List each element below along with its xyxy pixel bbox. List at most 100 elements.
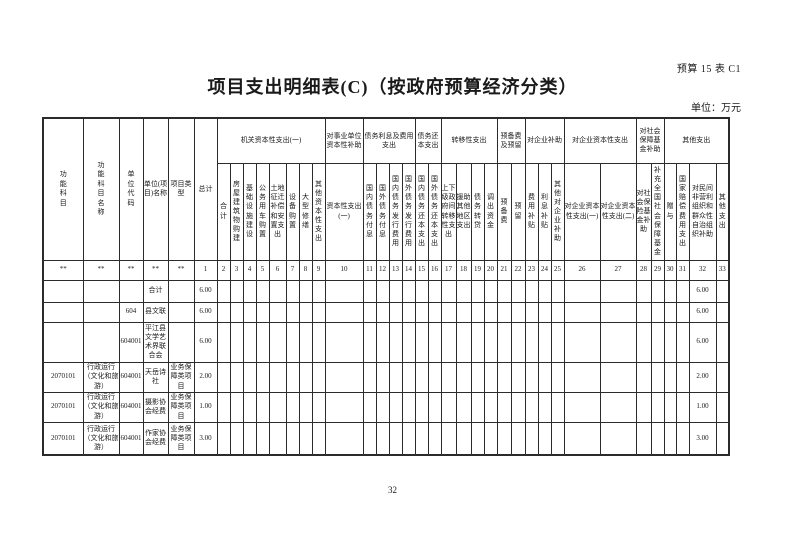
data-cell	[635, 321, 652, 363]
total-cell: 6.00	[193, 301, 218, 323]
data-cell	[362, 421, 377, 456]
col-header-cell: 调出资金	[483, 162, 498, 261]
data-cell	[470, 321, 485, 363]
col-header-cell: 基础设施建设	[242, 162, 257, 261]
col-code-cell: 21	[496, 259, 512, 281]
col-header-cell: 对企业资本性支出(一)	[563, 162, 601, 261]
data-cell	[298, 279, 313, 303]
data-cell	[375, 321, 390, 363]
data-cell	[375, 391, 390, 423]
data-cell	[440, 279, 457, 303]
data-cell	[427, 279, 442, 303]
data-cell	[388, 391, 403, 423]
data-cell	[440, 421, 457, 456]
data-cell	[650, 391, 665, 423]
data-cell	[483, 391, 498, 423]
col-header-cell: 债务转贷	[470, 162, 485, 261]
data-cell	[510, 301, 526, 323]
data-cell	[401, 321, 416, 363]
data-cell	[537, 301, 552, 323]
left-header-cell: 项目类型	[167, 117, 195, 261]
group-header-cell: 预备费及预留	[496, 117, 526, 164]
col-code-cell: 1	[193, 259, 218, 281]
data-cell	[563, 321, 601, 363]
data-cell	[216, 421, 231, 456]
data-cell	[242, 421, 257, 456]
data-cell	[268, 391, 287, 423]
data-cell	[388, 279, 403, 303]
data-cell	[362, 361, 377, 393]
data-cell	[324, 361, 364, 393]
data-cell	[470, 421, 485, 456]
data-cell	[298, 301, 313, 323]
table-row: 604 县文联 6.00 6.00	[42, 301, 730, 323]
data-cell	[440, 301, 457, 323]
data-cell	[635, 301, 652, 323]
data-cell	[663, 321, 677, 363]
data-cell	[324, 421, 364, 456]
data-cell	[414, 321, 429, 363]
data-cell: 2.00	[688, 361, 717, 393]
data-cell	[635, 391, 652, 423]
data-cell	[675, 301, 690, 323]
data-cell	[255, 361, 270, 393]
col-code-cell: 32	[688, 259, 717, 281]
data-cell	[496, 279, 512, 303]
unit-name-cell: 天岳诗社	[142, 361, 169, 393]
col-code-cell: 23	[524, 259, 539, 281]
col-code-cell: 19	[470, 259, 485, 281]
data-cell	[229, 301, 244, 323]
data-cell	[599, 391, 637, 423]
col-header-cell: 赠与	[663, 162, 677, 261]
data-cell	[524, 421, 539, 456]
data-cell	[650, 321, 665, 363]
data-cell	[563, 301, 601, 323]
col-header-cell: 其他资本性支出	[311, 162, 326, 261]
data-cell	[470, 361, 485, 393]
data-cell	[298, 421, 313, 456]
unit-code-cell: 604001	[118, 361, 144, 393]
data-cell	[216, 391, 231, 423]
func-name-cell: 行政运行（文化和旅游）	[82, 391, 120, 423]
table-row: 604001 平江县文学艺术界联合会 6.00 6.00	[42, 321, 730, 363]
data-cell	[524, 321, 539, 363]
data-cell	[550, 391, 565, 423]
data-cell	[483, 321, 498, 363]
data-cell	[675, 391, 690, 423]
data-cell	[268, 301, 287, 323]
data-cell	[414, 279, 429, 303]
data-cell	[715, 421, 730, 456]
data-cell	[510, 391, 526, 423]
data-cell	[599, 301, 637, 323]
data-cell	[537, 421, 552, 456]
data-cell	[650, 279, 665, 303]
table-row: 2070101 行政运行（文化和旅游） 604001 摄影协会经费 业务保障类项目 1.0…	[42, 391, 730, 423]
col-code-cell: 25	[550, 259, 565, 281]
col-code-cell: 8	[298, 259, 313, 281]
data-cell	[311, 301, 326, 323]
data-cell	[650, 361, 665, 393]
data-cell	[650, 301, 665, 323]
left-header-cell: 单位(项目)名称	[142, 117, 169, 261]
col-code-cell: 31	[675, 259, 690, 281]
data-cell	[229, 279, 244, 303]
col-header-cell: 上下级政府间转移性支出	[440, 162, 457, 261]
data-cell	[401, 279, 416, 303]
data-cell	[470, 301, 485, 323]
data-cell	[324, 301, 364, 323]
data-cell	[242, 301, 257, 323]
col-code-cell: 22	[510, 259, 526, 281]
col-header-cell: 费用补贴	[524, 162, 539, 261]
left-header-cell: 功能科目名称	[82, 117, 120, 261]
col-code-cell: 16	[427, 259, 442, 281]
unit-code-cell: 604	[118, 301, 144, 323]
col-header-cell: 国外债务还本支出	[427, 162, 442, 261]
col-code-cell: 17	[440, 259, 457, 281]
data-cell	[496, 361, 512, 393]
col-code-cell: 2	[216, 259, 231, 281]
data-cell	[285, 391, 300, 423]
data-cell	[324, 391, 364, 423]
data-cell	[563, 421, 601, 456]
col-header-cell: 大型修缮	[298, 162, 313, 261]
col-code-cell: 29	[650, 259, 665, 281]
